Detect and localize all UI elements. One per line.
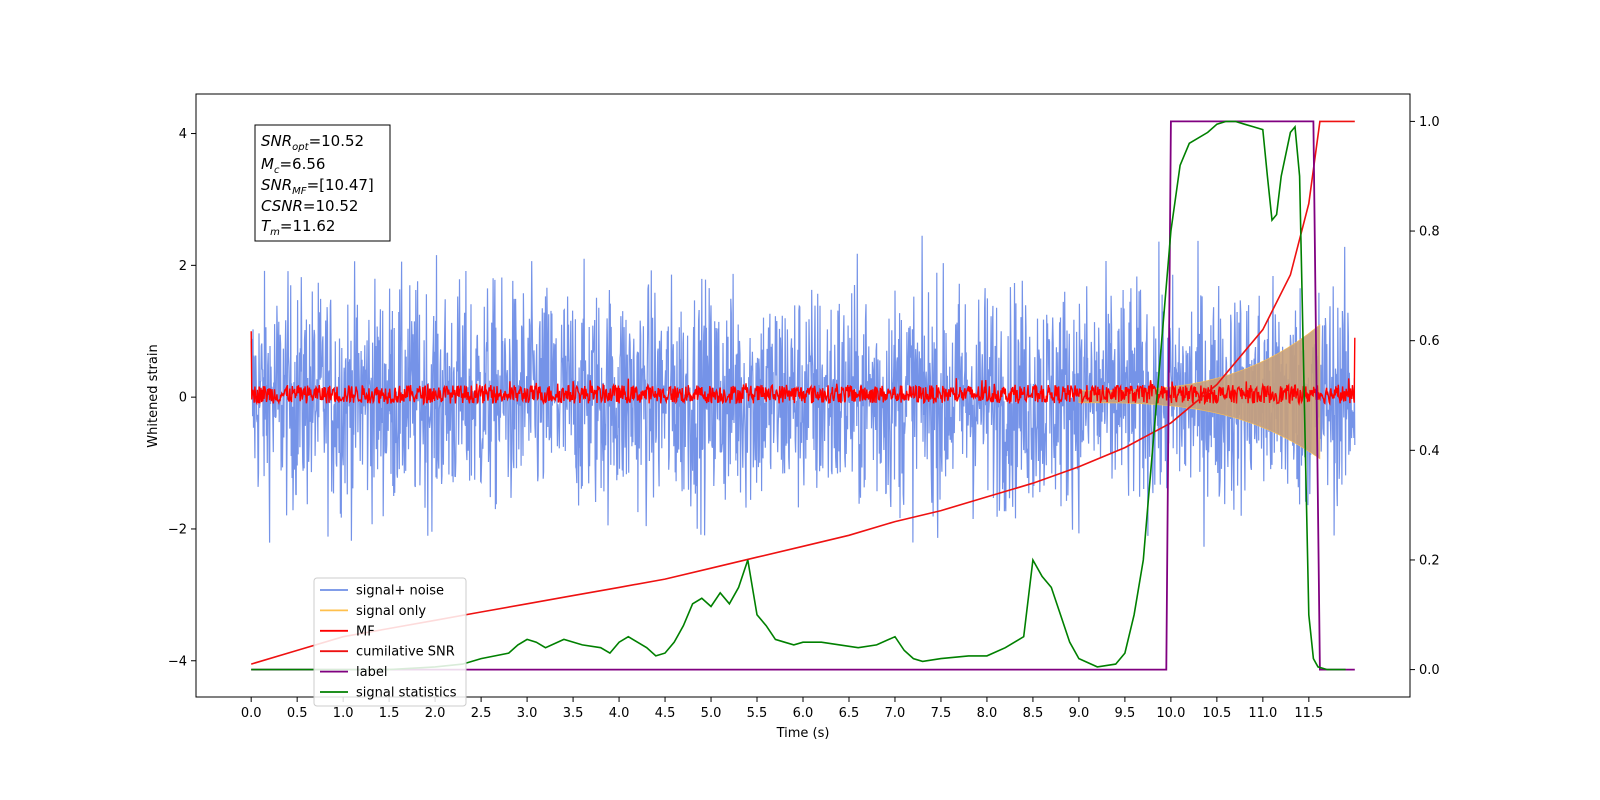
x-tick-label: 10.5 [1202, 706, 1231, 721]
x-tick-label: 2.0 [425, 706, 446, 721]
x-tick-label: 2.5 [471, 706, 492, 721]
annotation-tm: Tm=11.62 [261, 217, 335, 238]
y-right-tick-label: 1.0 [1419, 115, 1440, 130]
y-right-tick-label: 0.0 [1419, 663, 1440, 678]
x-tick-label: 11.5 [1294, 706, 1323, 721]
series-signal-statistics [251, 120, 1346, 671]
y-axis-label: Whitened strain [146, 344, 161, 447]
x-tick-label: 9.5 [1115, 706, 1136, 721]
y-right-tick-label: 0.2 [1419, 553, 1440, 568]
x-axis: 0.0 0.5 1.0 1.5 2.0 2.5 3.0 3.5 4.0 4.5 5.0 5.5 6.0 6… [241, 697, 1323, 721]
y-left-tick-label: 2 [179, 259, 187, 274]
x-tick-label: 3.0 [517, 706, 538, 721]
x-tick-label: 5.5 [747, 706, 768, 721]
x-tick-label: 5.0 [701, 706, 722, 721]
legend-label: cumilative SNR [356, 645, 455, 660]
y-left-tick-label: 0 [179, 391, 187, 406]
annotation-mc: Mc=6.56 [261, 155, 325, 176]
legend-label: signal only [356, 604, 426, 619]
x-tick-label: 4.0 [609, 706, 630, 721]
x-tick-label: 7.0 [885, 706, 906, 721]
y-axis-left: −4 −2 0 2 4 [168, 127, 196, 669]
x-tick-label: 4.5 [655, 706, 676, 721]
y-axis-right: 0.0 0.2 0.4 0.6 0.8 1.0 [1410, 115, 1440, 678]
series-layer [250, 120, 1356, 671]
legend-label: label [356, 665, 387, 680]
series-mf [250, 331, 1356, 406]
x-tick-label: 0.5 [287, 706, 308, 721]
y-right-tick-label: 0.6 [1419, 334, 1440, 349]
x-tick-label: 3.5 [563, 706, 584, 721]
x-tick-label: 8.5 [1023, 706, 1044, 721]
y-right-tick-label: 0.8 [1419, 225, 1440, 240]
annotation-csnr: CSNR=10.52 [261, 197, 358, 215]
legend: signal+ noise signal only MF cumilative SNR… [313, 577, 467, 707]
x-tick-label: 10.0 [1156, 706, 1185, 721]
x-tick-label: 7.5 [931, 706, 952, 721]
stats-annotation: SNRopt=10.52 Mc=6.56 SNRMF=[10.47] CSNR=… [254, 124, 391, 242]
x-tick-label: 9.0 [1069, 706, 1090, 721]
legend-label: signal+ noise [356, 584, 444, 599]
x-tick-label: 1.0 [333, 706, 354, 721]
legend-label: MF [356, 624, 375, 639]
x-tick-label: 6.0 [793, 706, 814, 721]
x-tick-label: 6.5 [839, 706, 860, 721]
annotation-snr-mf: SNRMF=[10.47] [261, 176, 374, 197]
annotation-snr-opt: SNRopt=10.52 [261, 132, 364, 153]
y-left-tick-label: 4 [179, 127, 187, 142]
y-right-tick-label: 0.4 [1419, 444, 1440, 459]
legend-label: signal statistics [356, 686, 457, 701]
x-tick-label: 8.0 [977, 706, 998, 721]
x-tick-label: 0.0 [241, 706, 262, 721]
x-tick-label: 11.0 [1248, 706, 1277, 721]
y-left-tick-label: −2 [168, 522, 187, 537]
series-signal-only [1078, 324, 1321, 460]
x-axis-label: Time (s) [776, 726, 830, 741]
x-tick-label: 1.5 [379, 706, 400, 721]
annotation-box [254, 124, 391, 242]
y-left-tick-label: −4 [168, 654, 187, 669]
legend-box [313, 577, 467, 707]
